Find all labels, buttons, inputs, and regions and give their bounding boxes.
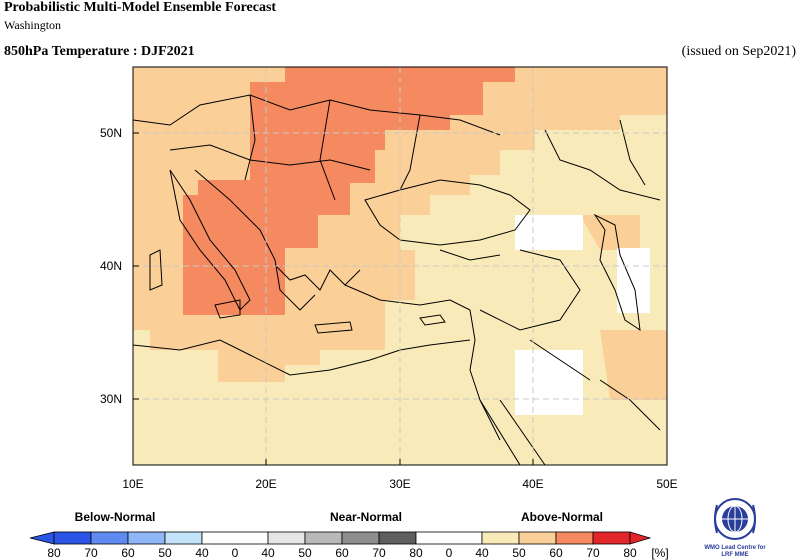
colorbar-white-1 — [201, 531, 269, 545]
cb-tick: 60 — [549, 546, 563, 560]
lat-label-50n: 50N — [100, 126, 122, 140]
logo-line2: LRF MME — [721, 552, 748, 558]
colorbar-near-1 — [267, 531, 306, 545]
cb-tick: 80 — [409, 546, 423, 560]
colorbar-near-4 — [378, 531, 417, 545]
cb-tick: 40 — [195, 546, 209, 560]
colorbar-above-1 — [481, 531, 520, 545]
legend-above-label: Above-Normal — [521, 510, 603, 524]
cb-tick: 80 — [47, 546, 61, 560]
field-white-3 — [515, 350, 583, 415]
issued-date: (issued on Sep2021) — [681, 44, 796, 59]
graticule — [133, 67, 667, 465]
cb-tick: 50 — [298, 546, 312, 560]
colorbar-below-2 — [90, 531, 129, 545]
colorbar-right-arrow — [629, 531, 652, 545]
coastlines — [133, 94, 661, 465]
axis-ticks — [132, 132, 668, 465]
colorbar — [29, 531, 652, 545]
lon-label-10e: 10E — [122, 477, 143, 491]
cb-tick: 50 — [158, 546, 172, 560]
colorbar-above-3 — [555, 531, 594, 545]
wmo-logo-icon — [714, 498, 756, 540]
probability-field — [133, 67, 667, 465]
colorbar-left-arrow — [29, 531, 55, 545]
cb-tick: 70 — [372, 546, 386, 560]
colorbar-below-1 — [53, 531, 92, 545]
colorbar-white-2 — [415, 531, 483, 545]
colorbar-near-2 — [304, 531, 343, 545]
cb-tick: 70 — [84, 546, 98, 560]
cb-tick: 60 — [335, 546, 349, 560]
lon-label-50e: 50E — [656, 477, 677, 491]
lat-label-40n: 40N — [100, 259, 122, 273]
cb-tick: 70 — [586, 546, 600, 560]
cb-tick: 40 — [261, 546, 275, 560]
cb-tick: 0 — [446, 546, 453, 560]
colorbar-ticks: 80 70 60 50 40 0 40 50 60 70 80 0 40 50 … — [47, 546, 637, 560]
variable-title: 850hPa Temperature : DJF2021 — [4, 44, 195, 59]
legend-near-label: Near-Normal — [330, 510, 402, 524]
cb-tick: 80 — [623, 546, 637, 560]
cb-tick: 60 — [121, 546, 135, 560]
cb-tick: 40 — [475, 546, 489, 560]
colorbar-unit: [%] — [651, 546, 668, 560]
colorbar-near-3 — [341, 531, 380, 545]
lon-label-20e: 20E — [255, 477, 276, 491]
cb-tick: 50 — [512, 546, 526, 560]
field-above-50-east — [580, 215, 640, 250]
cb-tick: 0 — [232, 546, 239, 560]
field-above-50-east2 — [600, 330, 667, 400]
field-white-1 — [515, 215, 583, 250]
logo-line1: WMO Lead Centre for — [704, 545, 766, 551]
lon-label-40e: 40E — [522, 477, 543, 491]
lat-label-30n: 30N — [100, 392, 122, 406]
forecast-subtitle: Washington — [4, 18, 62, 32]
field-white-2 — [617, 248, 650, 313]
colorbar-below-3 — [127, 531, 166, 545]
colorbar-above-2 — [518, 531, 557, 545]
colorbar-below-4 — [164, 531, 203, 545]
forecast-title: Probabilistic Multi-Model Ensemble Forec… — [4, 0, 277, 15]
lon-label-30e: 30E — [389, 477, 410, 491]
legend-below-label: Below-Normal — [75, 510, 156, 524]
colorbar-above-4 — [592, 531, 631, 545]
